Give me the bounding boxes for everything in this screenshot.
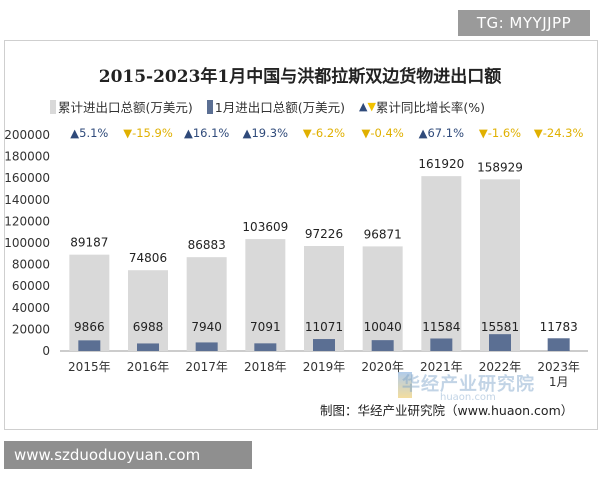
y-tick-label: 160000 xyxy=(4,171,50,185)
x-tick-label: 2016年 xyxy=(127,360,170,374)
watermark-site: huaon.com xyxy=(440,392,496,403)
bar-cumulative xyxy=(245,239,286,351)
x-tick-label: 2015年 xyxy=(68,360,111,374)
x-tick-label: 2018年 xyxy=(244,360,287,374)
y-tick-label: 140000 xyxy=(4,193,50,207)
y-tick-label: 180000 xyxy=(4,150,50,164)
chart-title: 2015-2023年1月中国与洪都拉斯双边货物进出口额 xyxy=(98,67,502,87)
watermark-text: 华经产业研究院 xyxy=(402,374,535,395)
chart-credit: 制图：华经产业研究院（www.huaon.com） xyxy=(320,403,574,418)
bar-january xyxy=(489,334,511,351)
triangle-down-icon: ▼ xyxy=(367,100,376,113)
bar-cumulative xyxy=(421,176,462,351)
bar-january xyxy=(313,339,335,351)
x-tick-label: 2019年 xyxy=(303,360,346,374)
legend-label-january: 1月进出口总额(万美元) xyxy=(214,100,345,115)
triangle-up-icon: ▲ xyxy=(358,100,368,113)
x-tick-label: 2020年 xyxy=(361,360,404,374)
y-tick-label: 200000 xyxy=(4,128,50,142)
growth-rate-label: ▼-0.4% xyxy=(362,126,404,140)
tg-badge: TG: MYYJJPP xyxy=(458,10,590,36)
bar-cumulative xyxy=(480,179,520,351)
bar-january xyxy=(371,340,394,351)
bar-cumulative xyxy=(69,254,110,351)
bar-cumulative-label: 74806 xyxy=(129,251,167,265)
bar-january-label: 11071 xyxy=(305,320,343,334)
bar-cumulative-label: 96871 xyxy=(364,227,402,241)
bar-january-label: 15581 xyxy=(481,320,519,334)
y-tick-label: 100000 xyxy=(4,236,50,250)
growth-rate-label: ▲19.3% xyxy=(243,126,288,140)
bar-cumulative xyxy=(304,245,344,351)
legend-item-growth: ▲ ▼ 累计同比增长率(%) xyxy=(359,97,485,116)
legend-item-cumulative: 累计进出口总额(万美元) xyxy=(50,97,193,116)
chart-legend: 累计进出口总额(万美元) 1月进出口总额(万美元) ▲ ▼ 累计同比增长率(%) xyxy=(50,97,495,116)
x-tick-label-line2: 1月 xyxy=(549,375,569,389)
bar-cumulative-label: 103609 xyxy=(242,220,288,234)
legend-label-cumulative: 累计进出口总额(万美元) xyxy=(58,100,193,115)
bar-january-label: 7940 xyxy=(191,320,222,334)
legend-label-growth: 累计同比增长率(%) xyxy=(375,100,486,115)
bar-january xyxy=(430,338,453,351)
bar-cumulative-label: 89187 xyxy=(70,236,108,250)
bar-cumulative xyxy=(128,270,168,351)
bar-cumulative-label: 161920 xyxy=(418,157,464,171)
legend-swatch-january xyxy=(206,99,213,114)
x-tick-label: 2021年 xyxy=(420,360,463,374)
legend-item-january: 1月进出口总额(万美元) xyxy=(206,97,345,116)
y-tick-label: 120000 xyxy=(4,214,50,228)
bar-january-label: 11584 xyxy=(422,320,460,334)
bar-january-label: 9866 xyxy=(74,320,105,334)
growth-rate-label: ▼-24.3% xyxy=(534,126,584,140)
growth-rate-label: ▼-6.2% xyxy=(303,126,345,140)
footer-url: www.szduoduoyuan.com xyxy=(4,441,252,469)
bar-january xyxy=(195,342,218,351)
bar-cumulative xyxy=(186,257,227,351)
bar-january xyxy=(254,343,277,351)
bar-january-label: 11783 xyxy=(540,320,578,334)
growth-rate-label: ▼-1.6% xyxy=(479,126,521,140)
bar-january-label: 6988 xyxy=(133,320,164,334)
bar-cumulative-label: 86883 xyxy=(188,238,226,252)
growth-rate-label: ▲67.1% xyxy=(419,126,464,140)
y-tick-label: 40000 xyxy=(12,301,50,315)
growth-rate-label: ▲16.1% xyxy=(184,126,229,140)
legend-swatch-cumulative xyxy=(50,99,56,114)
watermark-logo-icon xyxy=(398,372,412,398)
bar-cumulative-label: 97226 xyxy=(305,227,343,241)
y-tick-label: 60000 xyxy=(12,279,50,293)
growth-rate-label: ▼-15.9% xyxy=(123,126,173,140)
y-tick-label: 20000 xyxy=(12,322,50,336)
x-tick-label: 2022年 xyxy=(479,360,522,374)
bar-cumulative-label: 158929 xyxy=(477,160,523,174)
bar-january xyxy=(547,338,570,351)
bar-january-label: 10040 xyxy=(364,320,402,334)
x-tick-label: 2023年 xyxy=(537,360,580,374)
y-tick-label: 0 xyxy=(42,344,50,358)
bar-january-label: 7091 xyxy=(250,320,281,334)
bar-cumulative xyxy=(362,246,403,351)
growth-rate-label: ▲5.1% xyxy=(70,126,108,140)
bar-january xyxy=(137,343,159,351)
x-tick-label: 2017年 xyxy=(185,360,228,374)
y-tick-label: 80000 xyxy=(12,258,50,272)
bar-january xyxy=(78,340,101,351)
